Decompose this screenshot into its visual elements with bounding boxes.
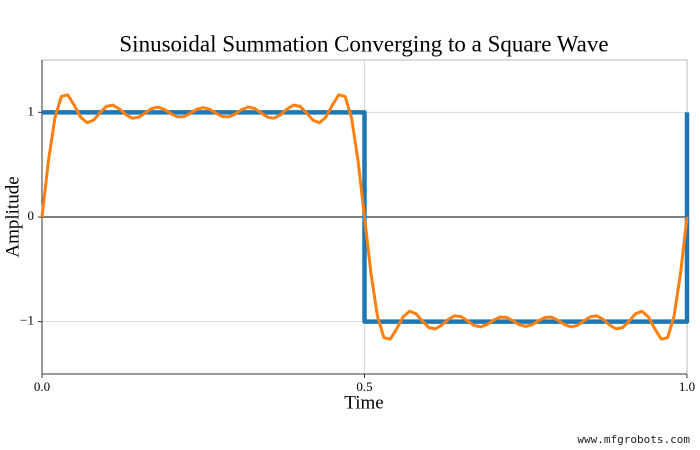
y-tick-label: 0 — [28, 208, 35, 223]
y-axis-label: Amplitude — [2, 176, 23, 257]
series-line — [42, 110, 690, 324]
x-tick-label: 0.0 — [34, 379, 50, 394]
y-tick-label: −1 — [20, 313, 34, 328]
chart-title: Sinusoidal Summation Converging to a Squ… — [119, 31, 608, 56]
x-tick-label: 0.5 — [356, 379, 372, 394]
x-axis-label: Time — [344, 392, 383, 413]
series-line — [40, 93, 689, 341]
watermark: www.mfgrobots.com — [577, 433, 690, 446]
x-tick-label: 1.0 — [679, 379, 695, 394]
y-tick-label: 1 — [28, 103, 35, 118]
